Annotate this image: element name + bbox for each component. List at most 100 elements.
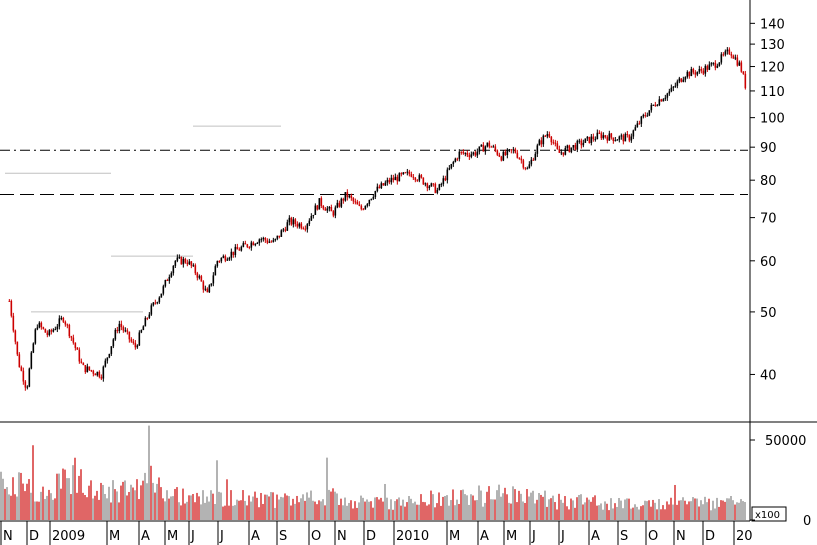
candle-body <box>608 133 611 141</box>
candle-body <box>468 155 471 157</box>
volume-bar <box>294 503 296 520</box>
candle-body <box>68 324 71 337</box>
volume-bar <box>416 504 418 520</box>
volume-bar <box>614 503 616 520</box>
candle-body <box>188 261 191 265</box>
candle-body <box>386 179 389 183</box>
candle-body <box>722 54 725 56</box>
candle-body <box>42 327 45 329</box>
volume-bar <box>566 506 568 520</box>
candle-body <box>374 191 377 198</box>
candle-body <box>602 135 605 139</box>
volume-bar <box>142 480 144 520</box>
candle-body <box>672 86 675 88</box>
volume-bar <box>314 501 316 520</box>
volume-bar <box>182 488 184 520</box>
volume-bar <box>66 478 68 520</box>
candle-body <box>224 256 227 261</box>
candle-body <box>106 357 109 361</box>
volume-bar <box>2 478 4 520</box>
volume-bar <box>176 487 178 520</box>
candle-body <box>120 323 123 328</box>
y-tick-label: 80 <box>760 174 777 189</box>
candle-body <box>358 204 361 206</box>
candle-body <box>44 328 47 333</box>
volume-bar <box>158 477 160 520</box>
candle-body <box>110 346 113 354</box>
volume-bar <box>274 507 276 520</box>
volume-bar <box>744 502 746 520</box>
volume-bar <box>8 494 10 520</box>
candle-body <box>470 154 473 157</box>
candle-body <box>60 317 63 319</box>
volume-bar <box>412 503 414 520</box>
candle-body <box>604 135 607 138</box>
candle-body <box>660 99 663 102</box>
volume-bar <box>72 465 74 520</box>
volume-bar <box>430 490 432 520</box>
volume-bar <box>684 500 686 520</box>
volume-bar <box>440 505 442 520</box>
volume-bar <box>376 497 378 520</box>
candle-body <box>442 178 445 185</box>
volume-bar <box>238 500 240 520</box>
candle-body <box>294 219 297 224</box>
volume-bar <box>302 494 304 520</box>
candle-body <box>12 315 15 331</box>
candle-body <box>640 116 643 124</box>
candle-body <box>624 133 627 142</box>
candle-body <box>666 93 669 98</box>
candle-body <box>512 149 515 151</box>
candle-body <box>108 353 111 358</box>
candle-body <box>656 105 659 107</box>
candle-body <box>232 251 235 255</box>
volume-bar <box>64 469 66 520</box>
x-tick-label: A <box>480 529 489 544</box>
volume-bar <box>252 496 254 520</box>
candle-body <box>404 172 407 174</box>
candle-body <box>658 99 661 106</box>
candle-body <box>66 324 69 326</box>
candle-body <box>174 260 177 266</box>
candle-body <box>676 81 679 86</box>
volume-bar <box>634 504 636 520</box>
volume-bar <box>618 498 620 520</box>
volume-bar <box>374 497 376 520</box>
volume-bar <box>432 494 434 520</box>
volume-bar <box>606 503 608 520</box>
volume-bar <box>502 493 504 520</box>
x-tick-label: O <box>648 529 658 544</box>
candle-body <box>740 62 743 72</box>
candle-body <box>30 352 33 369</box>
volume-bar <box>78 475 80 520</box>
volume-multiplier-box <box>751 506 787 522</box>
volume-bar <box>578 494 580 520</box>
candle-body <box>456 158 459 160</box>
candle-body <box>16 341 19 355</box>
volume-bar <box>682 497 684 520</box>
volume-bar <box>654 502 656 520</box>
candle-body <box>114 329 117 340</box>
volume-bar <box>136 479 138 520</box>
volume-bar <box>6 487 8 520</box>
candle-body <box>20 367 23 371</box>
volume-bar <box>700 500 702 520</box>
volume-ticks: 0 50000 <box>750 434 811 529</box>
volume-bar <box>474 500 476 520</box>
candle-body <box>554 142 557 144</box>
candle-body <box>210 283 213 286</box>
volume-bar <box>94 495 96 520</box>
volume-bar <box>664 509 666 520</box>
candle-body <box>430 183 433 187</box>
volume-bar <box>236 499 238 520</box>
volume-bar <box>234 505 236 520</box>
volume-bar <box>472 495 474 520</box>
volume-bar <box>4 488 6 520</box>
candle-body <box>350 195 353 199</box>
candle-body <box>674 85 677 87</box>
volume-bar <box>464 494 466 520</box>
volume-bar <box>708 498 710 520</box>
candle-body <box>282 229 285 231</box>
volume-bar <box>508 502 510 520</box>
volume-bar <box>296 495 298 520</box>
